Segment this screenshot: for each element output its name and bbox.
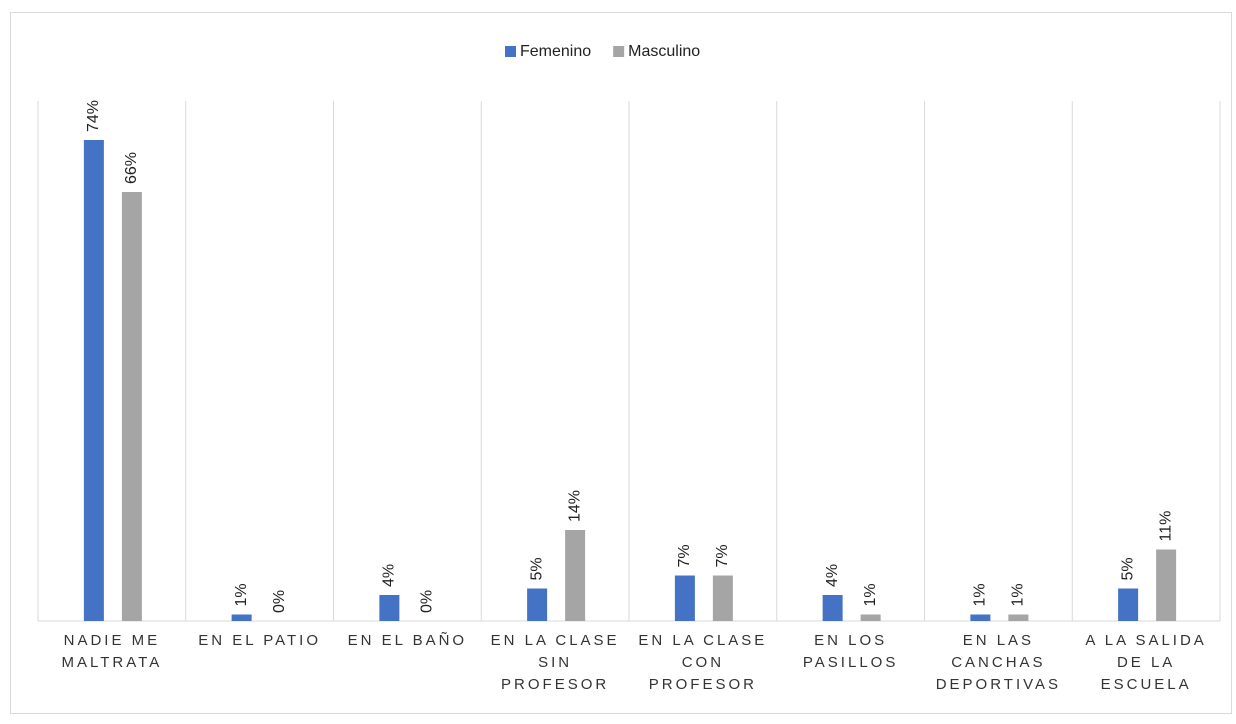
x-tick-label: EN EL BAÑO bbox=[347, 632, 468, 649]
x-tick-label: NADIE ME MALTRATA bbox=[61, 632, 163, 671]
data-label: 0% bbox=[419, 590, 436, 613]
bar bbox=[565, 530, 586, 621]
legend-label: Femenino bbox=[520, 43, 591, 60]
data-label: 1% bbox=[972, 583, 989, 606]
bar bbox=[231, 614, 252, 621]
legend-label: Masculino bbox=[628, 43, 700, 60]
x-tick-label: EN LAS CANCHAS DEPORTIVAS bbox=[935, 632, 1062, 693]
legend-swatch bbox=[613, 46, 625, 57]
data-label: 0% bbox=[271, 590, 288, 613]
data-label: 1% bbox=[862, 583, 879, 606]
bar bbox=[379, 595, 400, 621]
data-label: 4% bbox=[824, 564, 841, 587]
data-label: 11% bbox=[1157, 511, 1174, 542]
data-label: 7% bbox=[676, 544, 693, 567]
data-label: 5% bbox=[1119, 557, 1136, 580]
data-label: 74% bbox=[85, 100, 102, 132]
data-label: 1% bbox=[233, 583, 250, 606]
legend-swatch bbox=[505, 46, 516, 57]
bar bbox=[83, 140, 104, 621]
data-label: 7% bbox=[714, 544, 731, 567]
bar bbox=[527, 588, 548, 621]
bar bbox=[1118, 588, 1139, 621]
x-tick-label: EN EL PATIO bbox=[198, 632, 321, 649]
bar bbox=[970, 614, 991, 621]
x-tick-label: EN LOS PASILLOS bbox=[802, 632, 899, 671]
bar bbox=[674, 575, 695, 621]
data-label: 4% bbox=[381, 564, 398, 587]
bar bbox=[121, 192, 142, 621]
bar bbox=[822, 595, 843, 621]
x-tick-label: A LA SALIDA DE LA ESCUELA bbox=[1085, 632, 1207, 693]
x-tick-label: EN LA CLASE CON PROFESOR bbox=[638, 632, 768, 693]
data-label: 5% bbox=[528, 557, 545, 580]
data-label: 14% bbox=[566, 490, 583, 522]
x-tick-label: EN LA CLASE SIN PROFESOR bbox=[490, 632, 620, 693]
bar bbox=[1156, 549, 1177, 621]
chart-border bbox=[10, 12, 1232, 714]
data-label: 1% bbox=[1010, 583, 1027, 606]
data-label: 66% bbox=[123, 152, 140, 184]
bar bbox=[860, 614, 881, 621]
bar bbox=[712, 575, 733, 621]
bar bbox=[1008, 614, 1029, 621]
